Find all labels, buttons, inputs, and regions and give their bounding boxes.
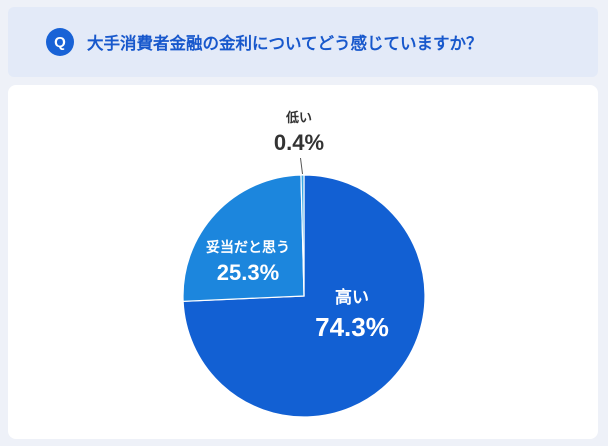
question-badge: Q: [46, 28, 74, 56]
question-banner: Q 大手消費者金融の金利についてどう感じていますか？: [8, 7, 598, 77]
label-low: 低い: [285, 110, 312, 126]
value-high: 74.3%: [315, 312, 389, 342]
question-text: 大手消費者金融の金利についてどう感じていますか？: [87, 34, 483, 53]
label-high: 高い: [335, 287, 369, 308]
slice-low: [300, 174, 305, 297]
leader-line-low: [300, 157, 303, 175]
value-fair: 25.3%: [217, 260, 279, 285]
value-low: 0.4%: [274, 130, 324, 155]
slice-fair: [182, 174, 305, 302]
label-fair: 妥当だと思う: [206, 239, 290, 256]
